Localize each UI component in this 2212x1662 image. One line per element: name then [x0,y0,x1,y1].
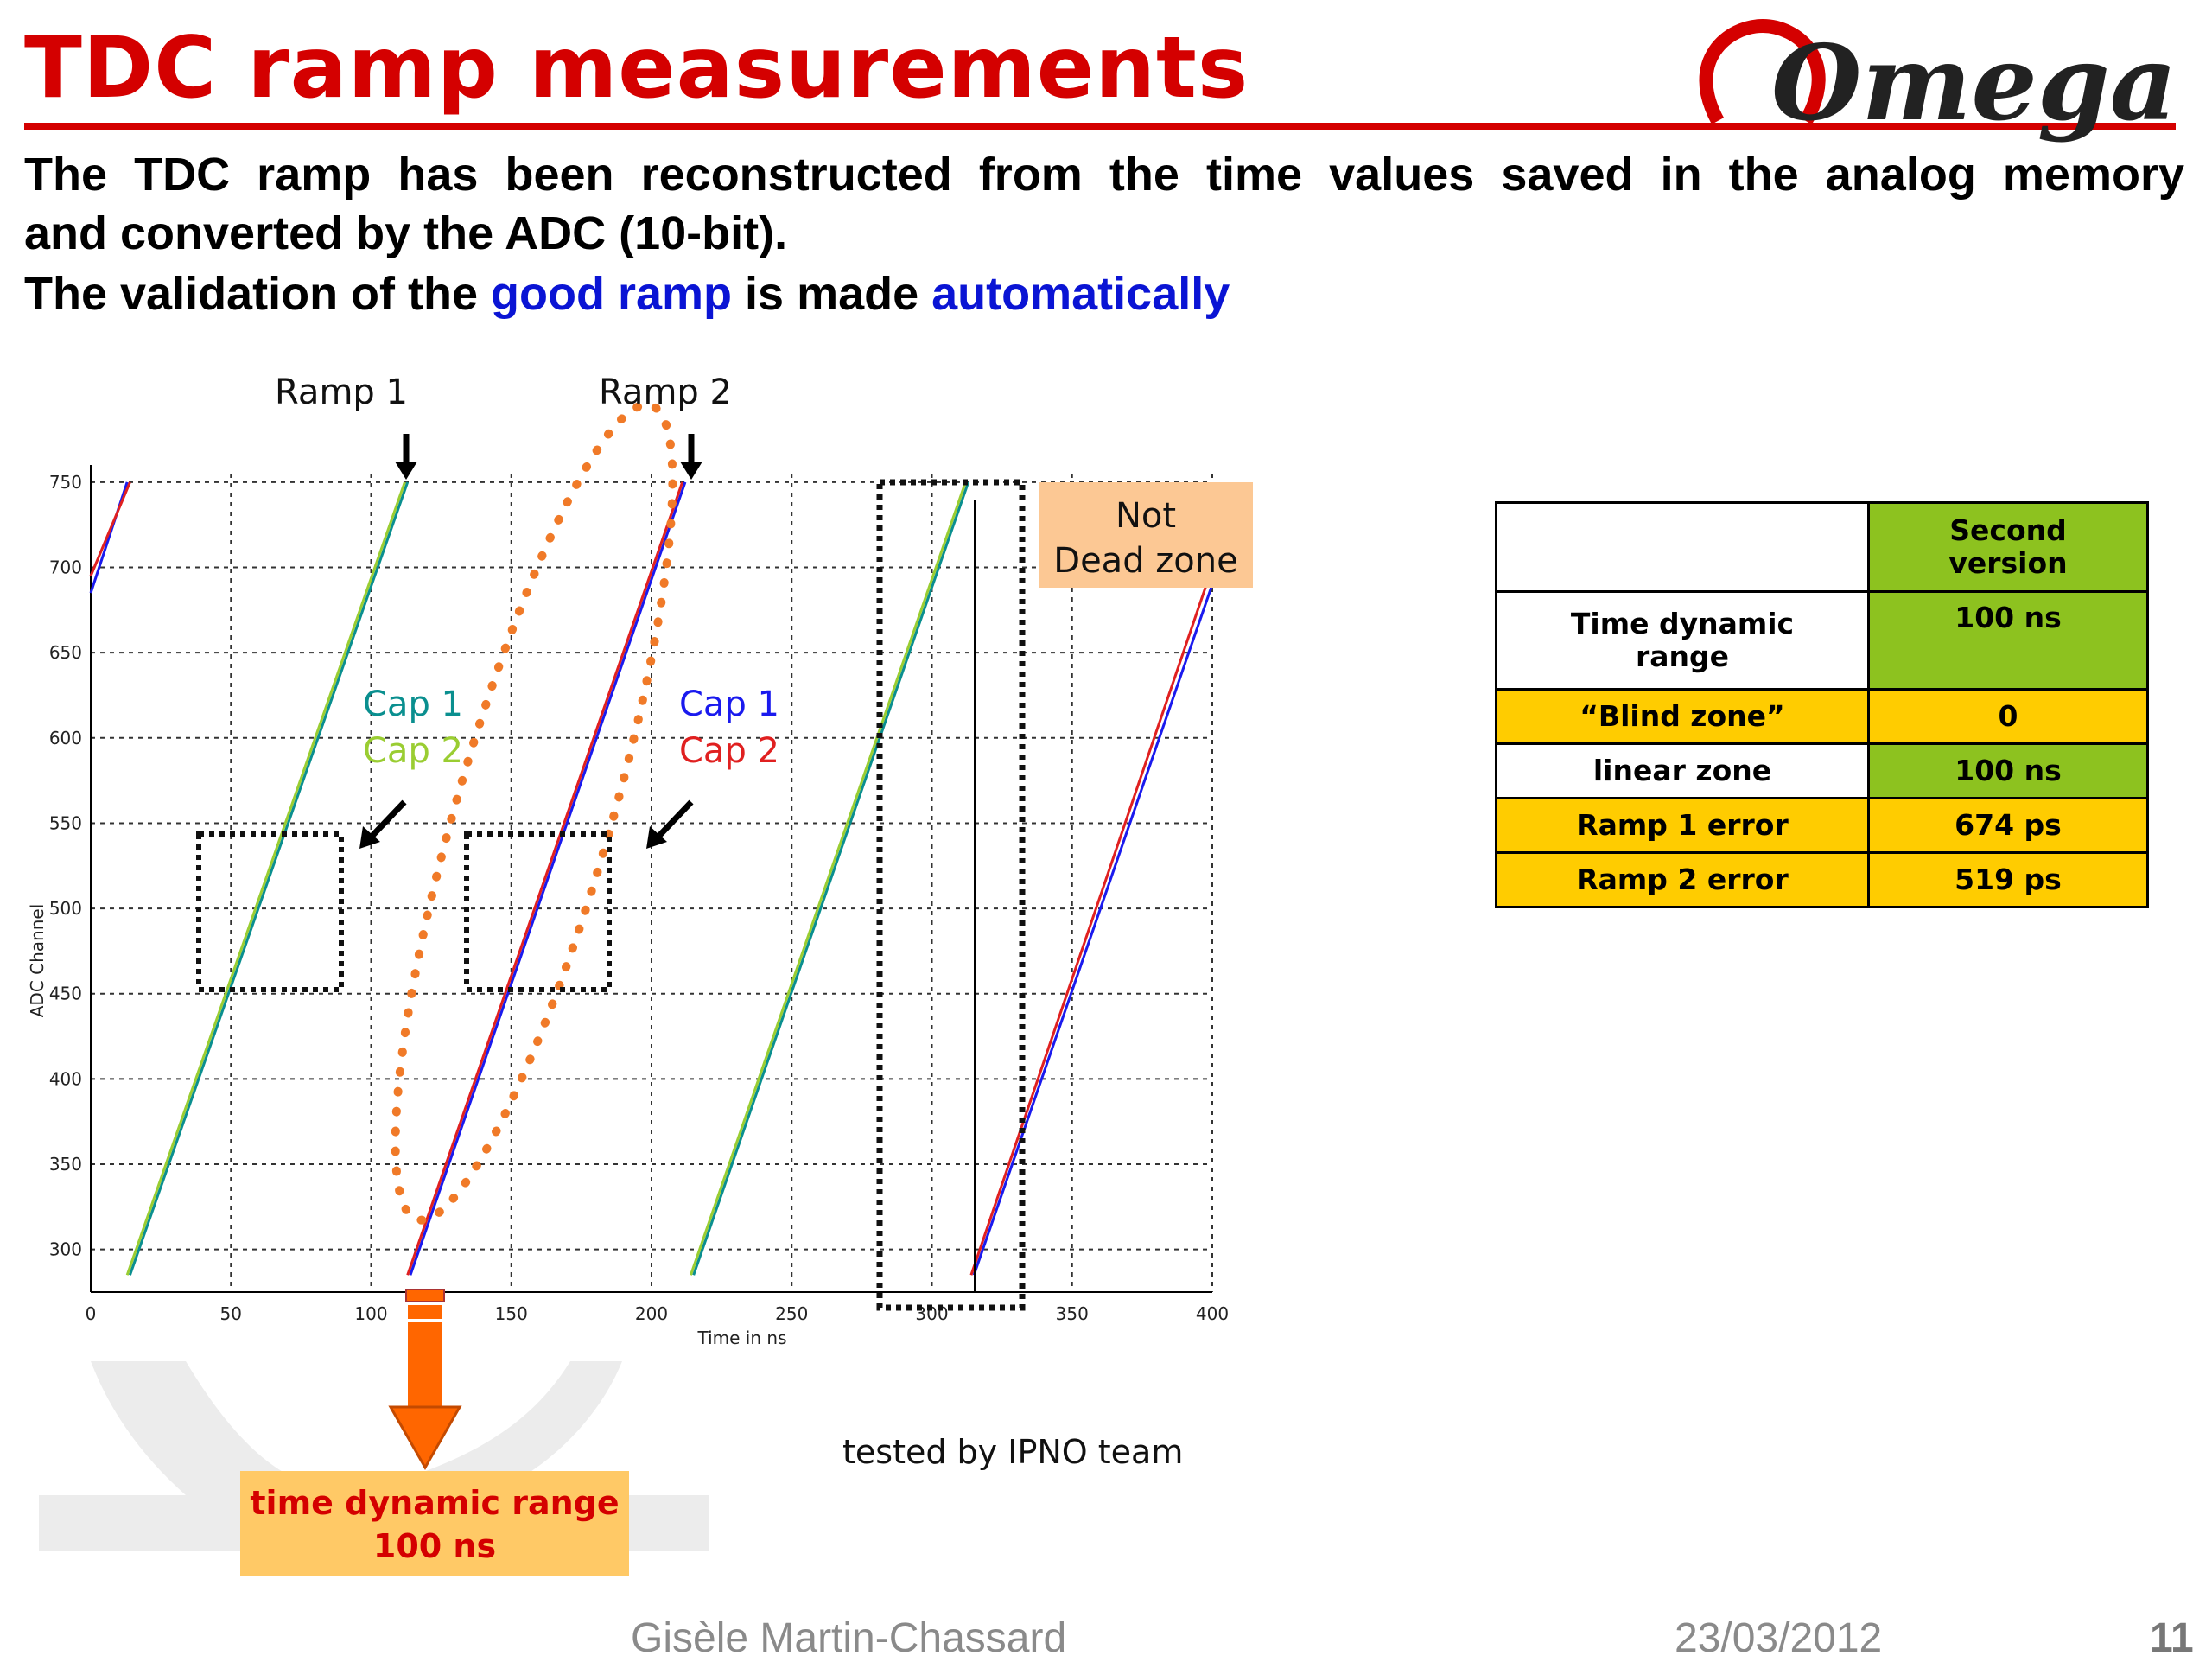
automatically-highlight: automatically [931,268,1230,320]
ramp2-ellipse [391,400,677,1225]
y-tick-label: 450 [49,984,82,1004]
footer-author: Gisèle Martin-Chassard [631,1615,1067,1661]
dotted-box-right [876,479,1026,1311]
intro-line-3-text-b: is made [732,268,932,320]
cap-left-arrow-shaft [367,799,407,841]
x-tick-label: 250 [775,1303,808,1324]
x-tick-label: 350 [1056,1303,1089,1324]
intro-line-2: and converted by the ADC (10-bit). [24,207,788,259]
chart-grid [91,474,1213,1292]
y-tick-label: 300 [49,1239,82,1260]
good-ramp-highlight: good ramp [491,268,733,320]
ramp-1-label: Ramp 1 [275,373,408,412]
range-callout-line-2: 100 ns [373,1527,496,1565]
series-line [406,481,684,1276]
range-marker [405,1289,445,1302]
series-line [409,481,687,1276]
footer-page-number: 11 [2150,1615,2194,1661]
row-label-time-dynamic-range: Time dynamic range [1495,590,1870,691]
table-row: Ramp 2 error 519 ps [1495,851,2149,908]
series-line [972,583,1214,1276]
x-tick-label: 100 [354,1303,387,1324]
y-tick-label: 650 [49,642,82,663]
row-label-text: Time dynamic range [1570,607,1795,673]
x-axis-label: Time in ns [697,1328,787,1348]
not-dead-zone-box [1039,482,1253,588]
cap-2-label-right: Cap 2 [679,731,779,771]
table-row: “Blind zone” 0 [1495,688,2149,745]
table-header-row: Second version [1495,501,2149,593]
table-row: Time dynamic range 100 ns [1495,590,2149,691]
row-value-ramp-1-error: 674 ps [1867,797,2149,854]
row-label-ramp-2-error: Ramp 2 error [1495,851,1870,908]
series-line [129,481,410,1276]
row-label-linear-zone: linear zone [1495,742,1870,799]
row-label-blind-zone: “Blind zone” [1495,688,1870,745]
cap-right-arrow-icon [646,826,667,849]
table-header-second-version: Second version [1867,501,2149,593]
omega-logo: Omega [1699,18,2177,144]
row-value-time-dynamic-range: 100 ns [1867,590,2149,691]
range-callout-box [240,1471,629,1576]
x-tick-label: 150 [495,1303,528,1324]
y-axis-label: ADC Channel [27,904,48,1018]
range-arrow-stub [408,1305,442,1319]
y-tick-label: 400 [49,1068,82,1089]
row-label-ramp-1-error: Ramp 1 error [1495,797,1870,854]
cap-1-label-left: Cap 1 [363,685,463,724]
x-tick-label: 200 [635,1303,668,1324]
table-header-empty [1495,501,1870,593]
series-line [690,481,967,1276]
y-tick-label: 550 [49,812,82,833]
x-tick-label: 400 [1196,1303,1229,1324]
table-row: linear zone 100 ns [1495,742,2149,799]
tested-by-note: tested by IPNO team [842,1433,1184,1471]
dotted-box-middle [464,831,612,992]
series-line [89,481,131,576]
cap-right-arrow-shaft [654,799,694,841]
cap-1-label-right: Cap 1 [679,685,779,724]
x-tick-label: 0 [86,1303,97,1324]
range-arrow-icon [388,1405,462,1471]
not-dead-zone-line-1: Not [1116,496,1176,536]
y-tick-label: 350 [49,1154,82,1175]
not-dead-zone-line-2: Dead zone [1053,541,1237,581]
chart-series [89,481,1214,1276]
dotted-box-left [196,831,344,992]
intro-line-3: The validation of the good ramp is made … [24,264,1230,324]
range-callout-line-1: time dynamic range [250,1484,619,1522]
range-arrow-shaft [408,1322,442,1409]
row-value-blind-zone: 0 [1867,688,2149,745]
cap-2-label-left: Cap 2 [363,731,463,771]
table-row: Ramp 1 error 674 ps [1495,797,2149,854]
y-tick-label: 600 [49,728,82,748]
ramp-2-arrow-icon [680,462,702,480]
series-line [969,567,1214,1276]
comparison-table: Second version Time dynamic range 100 ns… [1495,501,2149,908]
cap-left-arrow-icon [359,826,380,849]
row-value-linear-zone: 100 ns [1867,742,2149,799]
row-value-ramp-2-error: 519 ps [1867,851,2149,908]
logo-text: Omega [1771,22,2177,144]
intro-line-3-text-a: The validation of the [24,268,492,320]
y-tick-label: 500 [49,898,82,919]
intro-line-1: The TDC ramp has been reconstructed from… [24,149,2184,201]
series-line [692,481,970,1276]
table-header-text: Second version [1948,513,2068,580]
ramp-1-arrow-icon [395,462,417,480]
x-tick-label: 50 [220,1303,242,1324]
chart-overlays: Not Dead zone Ramp 1 Ramp 2 Cap 1 Cap 2 … [196,373,1253,1576]
ramp-2-label: Ramp 2 [599,373,732,412]
series-line [125,481,406,1276]
chart-axes: 0 50 100 150 200 250 300 350 4003003504004505005… [27,465,1229,1348]
title-underline [24,123,2176,130]
y-tick-label: 700 [49,557,82,578]
y-tick-label: 750 [49,472,82,493]
footer-date: 23/03/2012 [1675,1615,1883,1661]
slide-title: TDC ramp measurements [24,19,1249,118]
tdc-ramp-chart: 0 50 100 150 200 250 300 350 4003003504004505005… [27,373,1253,1576]
